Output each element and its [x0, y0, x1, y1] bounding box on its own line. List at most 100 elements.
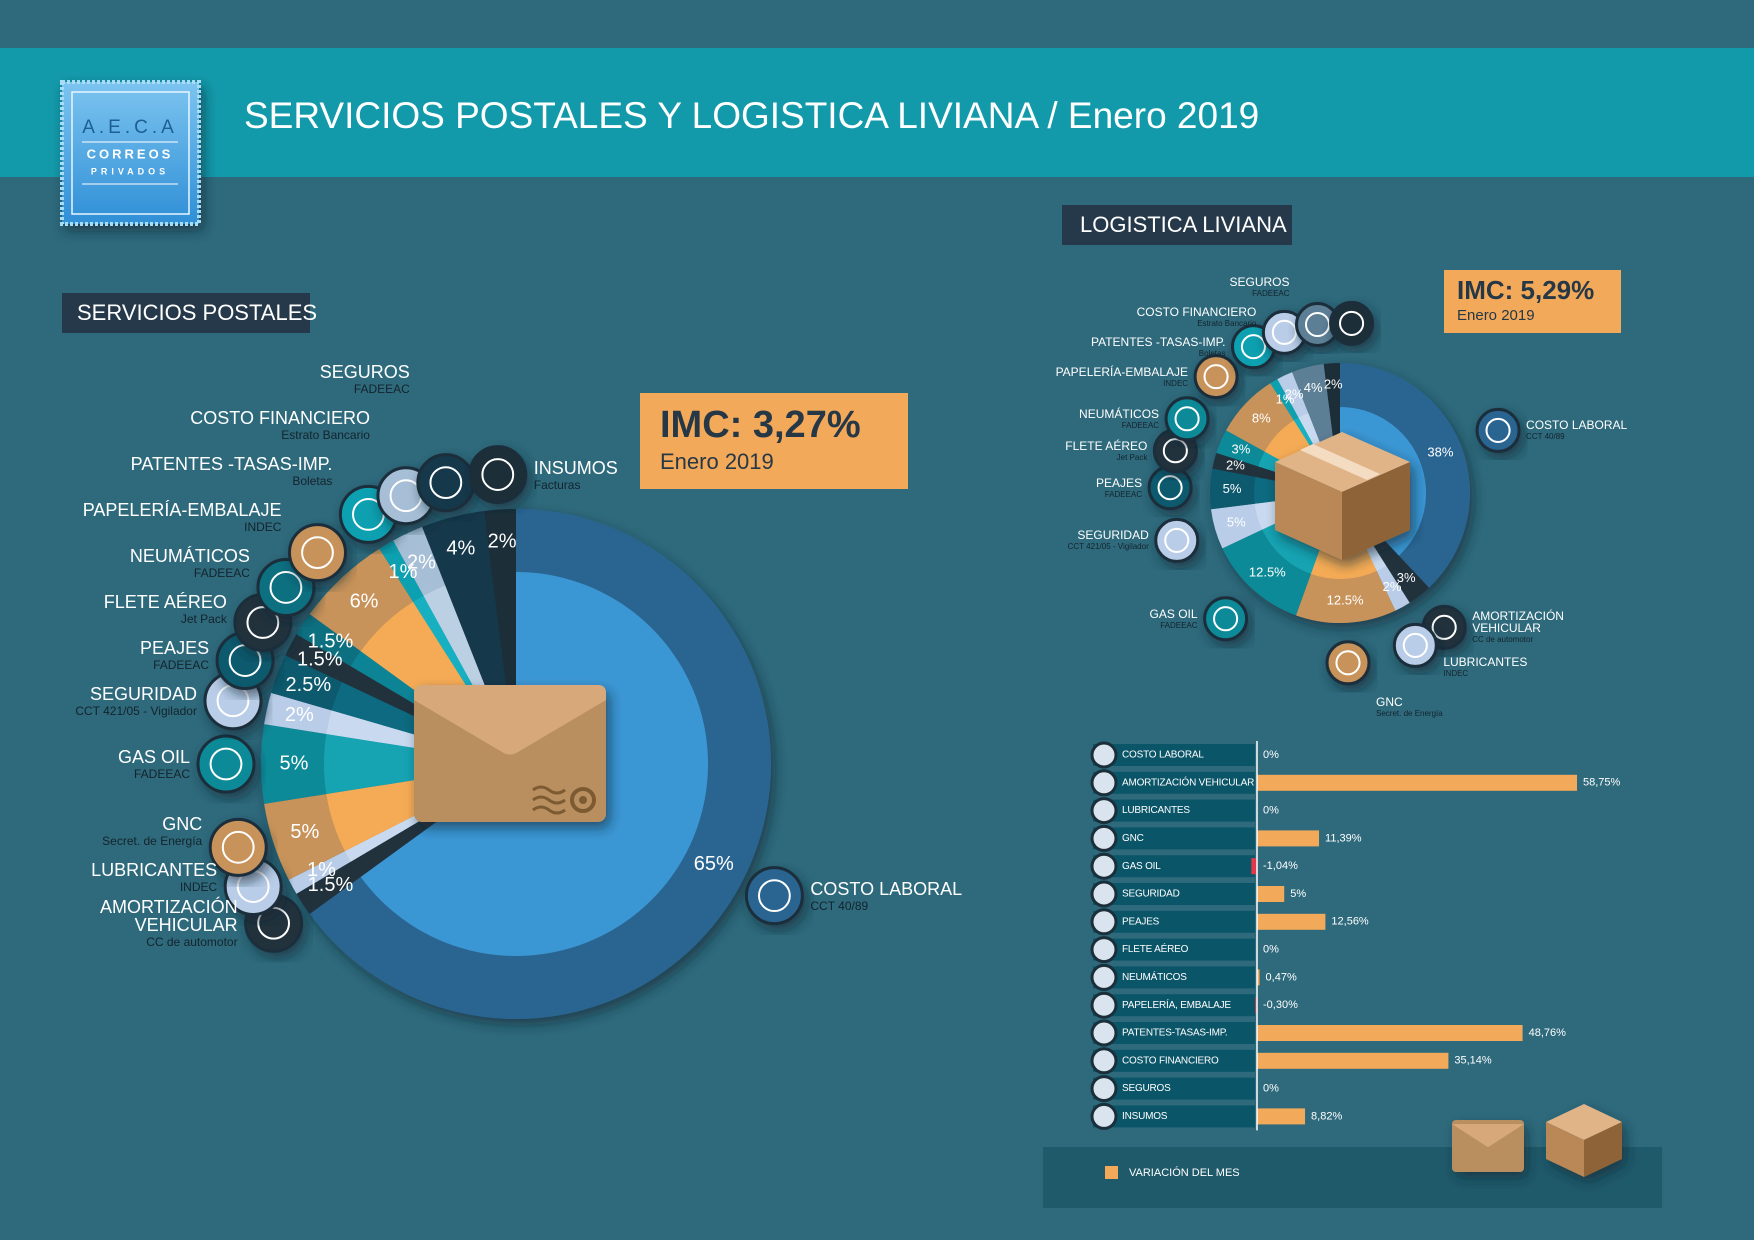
- category-icon-ring: [1213, 606, 1239, 632]
- category-icon-ring: [269, 571, 303, 604]
- category-label: SEGURIDAD CCT 421/05 - Vigilador: [75, 685, 197, 717]
- category-icon: [1203, 596, 1249, 642]
- category-icon: [1147, 465, 1193, 511]
- value-label: 5%: [1290, 888, 1306, 900]
- category-name: PAPELERÍA-EMBALAJE: [1055, 364, 1189, 379]
- category-icon: [1154, 517, 1200, 563]
- category-label: SEGUROS FADEEAC: [1230, 276, 1290, 298]
- category-strip: [1093, 855, 1255, 878]
- value-label: 5%: [1227, 515, 1246, 530]
- category-label: GNC Secret. de Energía: [102, 815, 202, 847]
- category-name: PATENTES -TASAS-IMP.: [1090, 334, 1226, 349]
- value-label: 38%: [1427, 445, 1453, 460]
- page-title: SERVICIOS POSTALES Y LOGISTICA LIVIANA /…: [244, 95, 1259, 136]
- value-label: 2%: [1226, 458, 1245, 473]
- category-source: Boletas: [1198, 348, 1226, 358]
- category-label: INSUMOS Facturas: [534, 459, 618, 491]
- category-name: INSUMOS: [533, 457, 618, 478]
- category-icon: [1329, 300, 1375, 346]
- category-icon-ring: [1164, 527, 1190, 553]
- value-label: 65%: [694, 853, 734, 875]
- value-label: 12,56%: [1331, 916, 1369, 928]
- category-source: CCT 421/05 - Vigilador: [1067, 542, 1149, 552]
- category-label: GNC Secret. de Energía: [1376, 696, 1443, 718]
- category-icon-ring: [429, 466, 463, 500]
- category-icon: [468, 445, 528, 505]
- bar-chart: COSTO LABORAL AMORTIZACIÓN VEHICULAR LUBRI…: [1090, 741, 1621, 1131]
- value-label: 4%: [446, 537, 475, 559]
- category-label: AMORTIZACIÓN VEHICULAR CC de automotor: [1472, 610, 1564, 644]
- category-label: COSTO FINANCIERO Estrato Bancario: [1137, 306, 1257, 328]
- value-label: -1,04%: [1263, 860, 1298, 872]
- envelope-icon: [414, 685, 606, 822]
- category-name: COSTO FINANCIERO: [1136, 304, 1257, 319]
- category-label: GAS OIL FADEEAC: [118, 748, 190, 780]
- category-icon: [1090, 880, 1118, 908]
- category-name: AMORTIZACIÓN VEHICULAR: [99, 897, 238, 936]
- box-left: [1546, 1122, 1584, 1177]
- category-name: COSTO FINANCIERO: [190, 407, 370, 428]
- category-label: GAS OIL FADEEAC: [1150, 608, 1198, 630]
- category-icon-ring: [1203, 364, 1229, 390]
- category-icon: [744, 866, 804, 926]
- category-source: CCT 40/89: [1526, 432, 1565, 442]
- category-name: NEUMÁTICOS: [129, 545, 250, 566]
- value-label: 2.5%: [286, 674, 332, 696]
- category-source: Estrato Bancario: [1197, 318, 1257, 328]
- category-strip: [1093, 799, 1255, 822]
- value-label: 0%: [1263, 749, 1279, 761]
- category-icon-ring: [1174, 406, 1200, 432]
- category-source: INDEC: [244, 519, 282, 534]
- category-strip: [1093, 1049, 1255, 1072]
- value-label: 2%: [1324, 377, 1343, 392]
- logo-text: A.E.C.A: [82, 117, 178, 138]
- category-icon: [196, 734, 256, 794]
- category-label: COSTO FINANCIERO Estrato Bancario: [190, 409, 370, 441]
- category-label: PATENTES-TASAS-IMP.: [1122, 1028, 1227, 1039]
- category-name: AMORTIZACIÓN VEHICULAR: [1472, 609, 1564, 636]
- value-label: 12.5%: [1327, 592, 1364, 607]
- category-label: PEAJES FADEEAC: [140, 639, 209, 671]
- category-icon: [1090, 1102, 1118, 1130]
- category-icon: [1392, 622, 1438, 668]
- box-tape: [1300, 444, 1380, 480]
- bar: [1257, 1108, 1306, 1125]
- value-label: 5%: [1223, 481, 1242, 496]
- category-name: FLETE AÉREO: [1065, 438, 1148, 453]
- section-header: [1062, 205, 1292, 245]
- value-label: 2%: [1383, 579, 1402, 594]
- category-label: PATENTES -TASAS-IMP. Boletas: [131, 455, 333, 487]
- category-label: COSTO LABORAL CCT 40/89: [1526, 419, 1627, 441]
- category-source: Jet Pack: [180, 611, 227, 626]
- category-icon-ring: [1157, 475, 1183, 501]
- category-source: FADEEAC: [153, 657, 210, 672]
- value-label: 2%: [407, 551, 436, 573]
- box-icon: [1275, 432, 1410, 560]
- bar: [1257, 886, 1285, 902]
- value-label: 0,47%: [1266, 971, 1297, 983]
- category-icon-ring: [1271, 319, 1297, 345]
- category-icon-ring: [1431, 614, 1457, 640]
- value-label: 1.5%: [297, 648, 343, 670]
- category-source: FADEEAC: [193, 565, 250, 580]
- category-strip: [1093, 1077, 1255, 1100]
- category-name: SEGUROS: [319, 361, 410, 382]
- category-source: Jet Pack: [1116, 452, 1148, 462]
- category-label: PAPELERÍA, EMBALAJE: [1122, 998, 1231, 1011]
- category-label: PEAJES: [1122, 916, 1160, 927]
- category-source: Estrato Bancario: [281, 427, 370, 442]
- value-label: 0%: [1263, 805, 1279, 817]
- value-label: 2%: [488, 531, 517, 553]
- category-source: FADEEAC: [133, 767, 190, 781]
- logo: [60, 80, 201, 226]
- logo-frame: [71, 91, 190, 215]
- category-name: GNC: [1376, 695, 1403, 710]
- value-label: -0,30%: [1263, 999, 1298, 1011]
- category-source: Secret. de Energía: [1376, 709, 1443, 719]
- category-name: PEAJES: [140, 637, 210, 658]
- category-icon-ring: [1304, 311, 1331, 338]
- category-label: SEGURIDAD CCT 421/05 - Vigilador: [1068, 529, 1149, 551]
- envelope-mark: [532, 785, 566, 815]
- category-source: FADEEAC: [1252, 288, 1290, 298]
- category-strip: [1093, 966, 1255, 989]
